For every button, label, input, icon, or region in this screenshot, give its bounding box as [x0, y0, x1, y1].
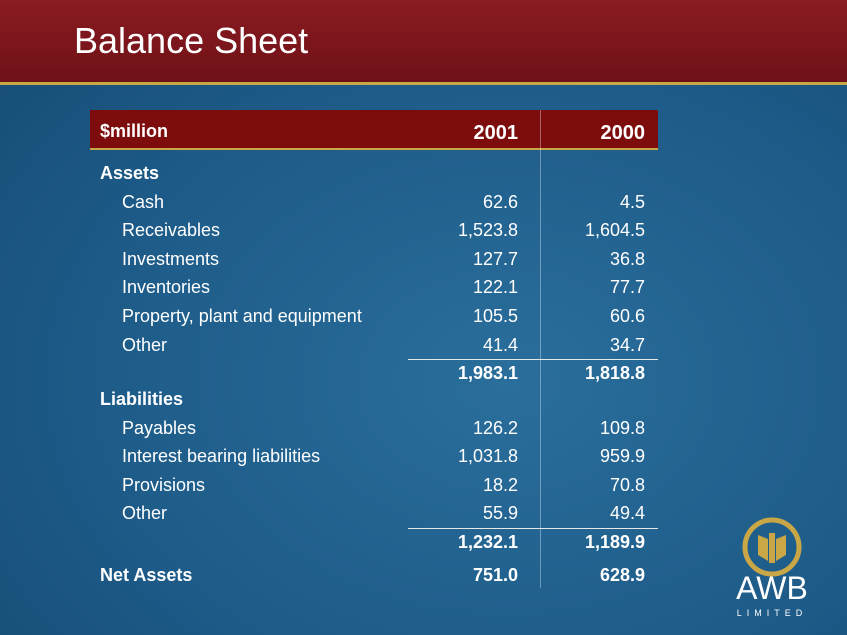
- row-label: Cash: [122, 191, 165, 212]
- column-header: 2001: [473, 122, 519, 144]
- row-label: Other: [122, 503, 168, 524]
- value-2000: 109.8: [599, 417, 645, 438]
- total-2000: 1,818.8: [584, 363, 645, 384]
- value-2001: 41.4: [482, 334, 518, 355]
- value-2000: 1,604.5: [584, 220, 645, 241]
- value-2001: 122.1: [472, 277, 518, 298]
- row-label: Inventories: [122, 277, 211, 298]
- value-2001: 126.2: [472, 417, 518, 438]
- column-header: $million: [100, 121, 169, 141]
- total-rule: [408, 528, 658, 529]
- value-2000: 34.7: [609, 334, 645, 355]
- row-label: Property, plant and equipment: [122, 305, 362, 326]
- net-assets-label: Net Assets: [100, 565, 193, 585]
- row-label: Payables: [122, 417, 197, 438]
- net-assets-2000: 628.9: [599, 565, 645, 585]
- value-2000: 959.9: [599, 446, 645, 467]
- value-2001: 127.7: [472, 248, 518, 269]
- value-2000: 60.6: [609, 305, 645, 326]
- row-label: Provisions: [122, 474, 206, 495]
- logo-name: AWB: [736, 570, 808, 606]
- row-label: Interest bearing liabilities: [122, 446, 321, 467]
- total-2000: 1,189.9: [584, 532, 645, 552]
- slide-title: Balance Sheet: [74, 20, 309, 61]
- value-2000: 77.7: [609, 277, 645, 298]
- section-label: Assets: [100, 163, 160, 183]
- total-2001: 1,983.1: [457, 363, 518, 384]
- row-label: Other: [122, 334, 168, 355]
- value-2000: 70.8: [609, 474, 645, 495]
- value-2000: 49.4: [609, 503, 645, 524]
- value-2000: 36.8: [609, 248, 645, 269]
- column-header: 2000: [600, 122, 646, 144]
- section-label: Liabilities: [100, 389, 184, 410]
- value-2001: 62.6: [482, 191, 518, 212]
- net-assets-2001: 751.0: [472, 565, 518, 585]
- value-2001: 18.2: [482, 474, 518, 495]
- value-2001: 55.9: [482, 503, 518, 524]
- logo-subtitle: LIMITED: [737, 608, 808, 618]
- table-header-bar: [90, 110, 658, 150]
- row-label: Receivables: [122, 220, 221, 241]
- row-label: Investments: [122, 248, 220, 269]
- total-2001: 1,232.1: [457, 532, 518, 552]
- value-2001: 1,523.8: [457, 220, 518, 241]
- logo-wheat: [758, 533, 786, 563]
- value-2000: 4.5: [619, 191, 645, 212]
- value-2001: 105.5: [472, 305, 518, 326]
- logo-ring: [742, 517, 802, 577]
- value-2001: 1,031.8: [457, 446, 518, 467]
- total-rule: [408, 359, 658, 361]
- title-band: [0, 0, 847, 85]
- logo: AWB LIMITED: [736, 517, 808, 618]
- column-divider: [540, 110, 541, 588]
